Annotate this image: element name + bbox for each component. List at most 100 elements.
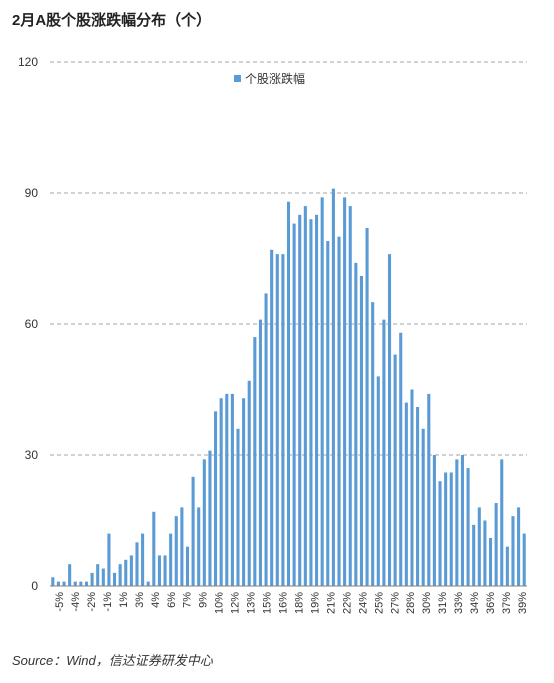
bar <box>298 214 302 586</box>
bar <box>376 376 380 586</box>
bar <box>129 555 133 586</box>
bar <box>315 214 319 586</box>
bar-chart: 0 30 60 90 120 -5% -4% -2% -1% 1% 3% 4% 6% 7% 9% 10% 12… <box>18 55 529 614</box>
bar <box>477 507 481 586</box>
bar <box>169 533 173 586</box>
bar <box>242 398 246 586</box>
bar <box>124 559 128 586</box>
bar <box>79 581 83 586</box>
bar <box>174 516 178 586</box>
bar <box>410 389 414 586</box>
bar <box>331 188 335 586</box>
bar <box>264 293 268 586</box>
bar <box>225 393 229 586</box>
bar <box>309 219 313 586</box>
x-tick-label: 22% <box>341 592 353 614</box>
bar <box>393 354 397 586</box>
bar <box>444 472 448 586</box>
bar <box>472 524 476 586</box>
x-tick-label: 27% <box>389 592 401 614</box>
x-tick-label: 10% <box>214 592 226 614</box>
bar <box>208 450 212 586</box>
bar <box>107 533 111 586</box>
bar <box>421 428 425 586</box>
x-tick-label: 30% <box>421 592 433 614</box>
bar <box>157 555 161 586</box>
bar <box>230 393 234 586</box>
bar <box>118 564 122 586</box>
bar <box>320 197 324 586</box>
bar <box>371 302 375 586</box>
y-tick-label: 90 <box>25 186 39 200</box>
bar <box>505 546 509 586</box>
bar <box>68 564 72 586</box>
bar <box>202 459 206 586</box>
x-tick-label: 9% <box>198 592 210 608</box>
bar <box>141 533 145 586</box>
bar <box>404 402 408 586</box>
bar <box>455 459 459 586</box>
x-tick-label: 24% <box>357 592 369 614</box>
bar <box>416 406 420 586</box>
y-axis-ticks: 0 30 60 90 120 <box>18 55 38 593</box>
x-tick-label: -5% <box>54 592 66 612</box>
bar <box>522 533 526 586</box>
x-tick-label: 18% <box>293 592 305 614</box>
bar <box>275 254 279 586</box>
bar <box>247 380 251 586</box>
bar <box>337 236 341 587</box>
bar <box>163 555 167 586</box>
bars <box>51 188 526 587</box>
bar <box>236 428 240 586</box>
bar <box>56 581 60 586</box>
bar <box>258 319 262 586</box>
x-tick-label: 4% <box>150 592 162 608</box>
bar <box>135 542 139 586</box>
bar <box>460 455 465 586</box>
source-note: Source：Wind，信达证券研发中心 <box>12 653 213 668</box>
bar <box>303 206 307 586</box>
x-tick-label: 37% <box>501 592 513 614</box>
bar <box>90 572 94 586</box>
x-tick-label: -1% <box>102 592 114 612</box>
bar <box>399 332 403 586</box>
bar <box>62 581 66 586</box>
bar <box>483 520 487 586</box>
bar <box>500 459 504 586</box>
bar <box>112 572 117 586</box>
bar <box>517 507 521 586</box>
x-tick-label: 15% <box>262 592 274 614</box>
bar <box>354 262 358 586</box>
x-tick-label: -2% <box>86 592 98 612</box>
x-axis-ticks: -5% -4% -2% -1% 1% 3% 4% 6% 7% 9% 10% 12% 13% 15% 16% 1… <box>54 592 529 614</box>
bar <box>427 393 431 586</box>
bar <box>494 503 498 586</box>
bar <box>185 546 190 586</box>
x-tick-label: 33% <box>453 592 465 614</box>
x-tick-label: 13% <box>246 592 258 614</box>
x-tick-label: 34% <box>469 592 481 614</box>
bar <box>449 472 453 586</box>
bar <box>286 201 291 587</box>
y-tick-label: 60 <box>25 317 39 331</box>
bar <box>359 275 363 586</box>
bar <box>466 468 470 586</box>
bar <box>180 507 184 586</box>
x-tick-label: 7% <box>182 592 194 608</box>
bar <box>343 197 347 586</box>
bar <box>73 581 77 586</box>
bar <box>219 398 223 586</box>
bar <box>51 577 55 586</box>
bar <box>101 568 105 586</box>
x-tick-label: 19% <box>309 592 321 614</box>
x-tick-label: 12% <box>230 592 242 614</box>
bar <box>253 337 257 586</box>
bar <box>197 507 201 586</box>
bar <box>432 455 436 586</box>
x-tick-label: 31% <box>437 592 449 614</box>
bar <box>191 476 195 586</box>
bar <box>365 227 369 586</box>
bar <box>214 411 218 586</box>
x-tick-label: 39% <box>517 592 529 614</box>
legend-swatch <box>234 75 241 82</box>
